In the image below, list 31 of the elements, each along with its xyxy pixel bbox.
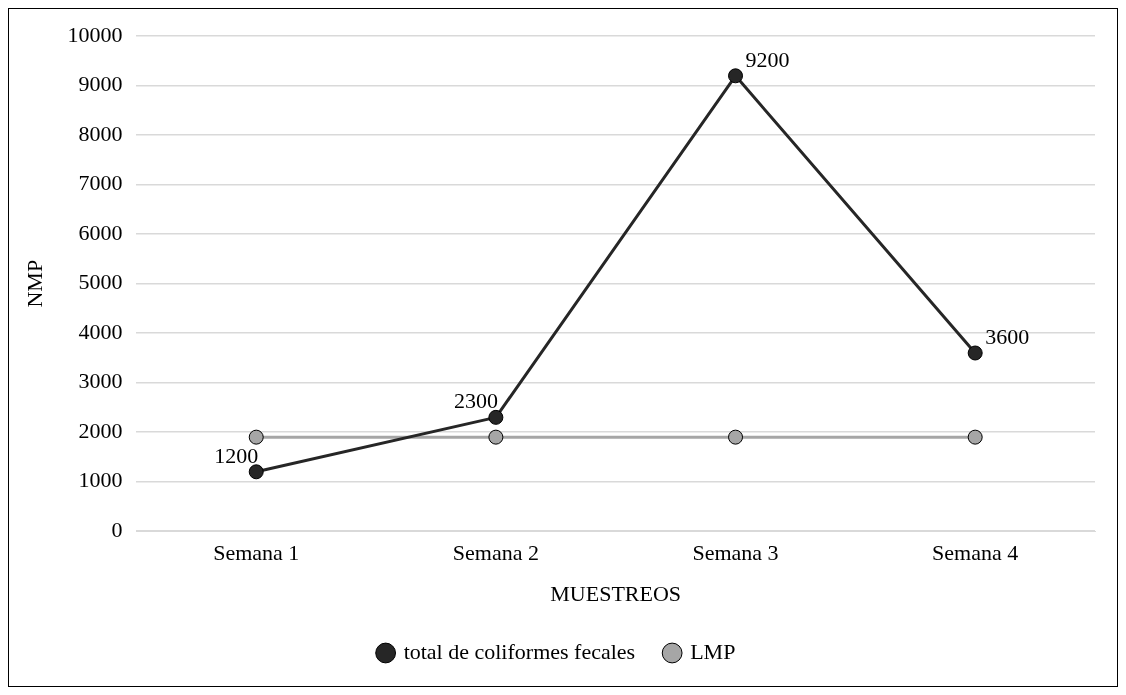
data-label: 2300 — [453, 388, 498, 414]
data-label: 3600 — [985, 323, 1030, 349]
point — [488, 429, 504, 445]
point — [728, 68, 744, 84]
y-tick-label: 3000 — [78, 368, 123, 394]
y-tick-label: 6000 — [78, 219, 123, 245]
point — [728, 429, 744, 445]
y-tick-label: 7000 — [78, 170, 123, 196]
point — [967, 429, 983, 445]
legend-label: total de coliformes fecales — [403, 638, 636, 664]
y-axis-title: NMP — [21, 259, 47, 308]
y-tick-label: 0 — [111, 516, 123, 542]
y-tick-label: 4000 — [78, 318, 123, 344]
point — [488, 409, 504, 425]
point — [248, 464, 264, 480]
y-tick-label: 8000 — [78, 120, 123, 146]
point — [248, 429, 264, 445]
legend-label: LMP — [690, 638, 736, 664]
x-tick-label: Semana 4 — [932, 540, 1019, 566]
x-tick-label: Semana 1 — [213, 540, 300, 566]
y-tick-label: 9000 — [78, 71, 123, 97]
x-axis-title: MUESTREOS — [550, 580, 682, 606]
y-tick-label: 5000 — [78, 269, 123, 295]
data-label: 1200 — [214, 442, 259, 468]
x-tick-label: Semana 2 — [452, 540, 539, 566]
data-label: 9200 — [745, 46, 790, 72]
point — [967, 345, 983, 361]
y-tick-label: 1000 — [78, 467, 123, 493]
y-tick-label: 2000 — [78, 417, 123, 443]
x-tick-label: Semana 3 — [692, 540, 779, 566]
y-tick-label: 10000 — [67, 21, 123, 47]
